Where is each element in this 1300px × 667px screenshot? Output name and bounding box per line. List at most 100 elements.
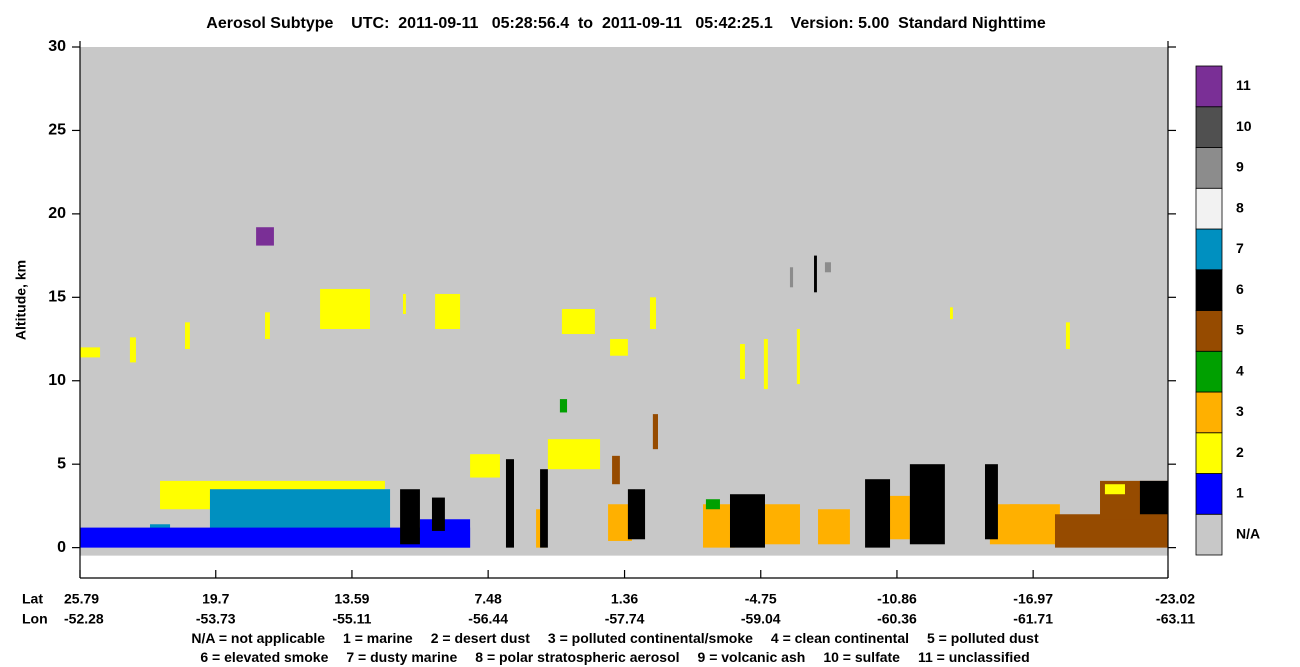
- legend-entry: 10 = sulfate: [823, 649, 900, 665]
- aerosol-layer: [649, 297, 656, 330]
- colorbar-swatch: [1195, 187, 1223, 230]
- lon-label: -53.73: [196, 611, 236, 627]
- aerosol-layer: [80, 527, 471, 548]
- aerosol-layer: [1065, 322, 1070, 350]
- legend-line: 6 = elevated smoke 7 = dusty marine 8 = po…: [200, 649, 1029, 665]
- colorbar-swatch: [1195, 350, 1223, 393]
- aerosol-layer: [419, 519, 471, 548]
- aerosol-layer: [402, 293, 406, 314]
- aerosol-layer: [561, 308, 595, 335]
- aerosol-layer: [400, 489, 420, 545]
- lat-label: 7.48: [475, 591, 502, 607]
- y-tick-label: 15: [48, 289, 66, 306]
- aerosol-layer: [610, 339, 628, 356]
- y-tick-label: 25: [48, 122, 66, 139]
- colorbar-swatch: [1195, 432, 1223, 474]
- aerosol-layer: [818, 509, 850, 545]
- colorbar-swatch: [1195, 269, 1223, 311]
- aerosol-layer: [740, 344, 745, 380]
- y-tick-label: 5: [57, 455, 66, 472]
- lat-label: 13.59: [334, 591, 369, 607]
- colorbar-swatch: [1195, 391, 1223, 434]
- x-row-label: Lat: [22, 591, 43, 607]
- colorbar-label: 1: [1236, 485, 1244, 501]
- aerosol-layer: [789, 267, 794, 288]
- aerosol-layer: [814, 255, 817, 293]
- y-axis-label: Altitude, km: [13, 260, 29, 340]
- colorbar-swatch: [1195, 310, 1223, 352]
- legend-entry: 4 = clean continental: [771, 630, 909, 646]
- legend-entry: 3 = polluted continental/smoke: [548, 630, 753, 646]
- lon-label: -52.28: [64, 611, 104, 627]
- colorbar-swatch: [1195, 228, 1223, 271]
- y-tick-label: 10: [48, 372, 66, 389]
- legend-entry: N/A = not applicable: [191, 630, 325, 646]
- aerosol-layer: [547, 439, 601, 470]
- lon-label: -60.36: [877, 611, 917, 627]
- colorbar-label: 11: [1236, 77, 1251, 93]
- colorbar-label: 7: [1236, 240, 1244, 256]
- colorbar-label: 8: [1236, 199, 1244, 215]
- lon-label: -57.74: [605, 611, 645, 627]
- y-tick-label: 0: [57, 539, 66, 556]
- colorbar-label: 4: [1236, 362, 1244, 378]
- lat-label: 25.79: [64, 591, 99, 607]
- aerosol-layer: [909, 464, 945, 545]
- colorbar-swatch: [1195, 147, 1223, 189]
- legend-entry: 11 = unclassified: [918, 649, 1030, 665]
- aerosol-layer: [80, 347, 101, 358]
- aerosol-layer: [764, 504, 800, 545]
- aerosol-layer: [612, 455, 620, 485]
- colorbar-label: 9: [1236, 159, 1244, 175]
- aerosol-layer: [652, 414, 658, 450]
- colorbar-label: 3: [1236, 403, 1244, 419]
- legend-entry: 5 = polluted dust: [927, 630, 1039, 646]
- lon-label: -55.11: [332, 611, 371, 627]
- lon-label: -61.71: [1013, 611, 1053, 627]
- lon-label: -56.44: [468, 611, 508, 627]
- aerosol-layer: [865, 479, 891, 548]
- aerosol-layer: [505, 459, 514, 548]
- y-tick-label: 20: [48, 205, 66, 222]
- legend-entry: 8 = polar stratospheric aerosol: [475, 649, 679, 665]
- lat-label: -16.97: [1013, 591, 1053, 607]
- lon-label: -63.11: [1156, 611, 1195, 627]
- y-tick-label: 30: [48, 38, 66, 55]
- chart-title: Aerosol Subtype UTC: 2011-09-11 05:28:56…: [206, 15, 1046, 32]
- legend-entry: 6 = elevated smoke: [200, 649, 328, 665]
- aerosol-layer: [265, 312, 270, 340]
- aerosol-layer: [540, 469, 548, 548]
- aerosol-layer: [129, 337, 136, 363]
- aerosol-layer: [320, 288, 370, 330]
- aerosol-layer: [949, 307, 953, 320]
- legend-line: N/A = not applicable 1 = marine 2 = desert…: [191, 630, 1039, 646]
- aerosol-layer: [703, 504, 735, 548]
- aerosol-layer: [729, 494, 765, 548]
- colorbar-label: 5: [1236, 322, 1244, 338]
- aerosol-layer: [763, 339, 768, 390]
- colorbar-label: 2: [1236, 444, 1244, 460]
- colorbar-swatch: [1195, 106, 1223, 148]
- aerosol-layer: [1139, 480, 1168, 515]
- aerosol-layer: [1054, 514, 1168, 548]
- lat-label: -10.86: [877, 591, 917, 607]
- x-row-label: Lon: [22, 611, 48, 627]
- lat-label: -23.02: [1155, 591, 1195, 607]
- lat-label: -4.75: [745, 591, 777, 607]
- legend-entry: 9 = volcanic ash: [698, 649, 806, 665]
- legend-entry: 2 = desert dust: [431, 630, 531, 646]
- colorbar-label: N/A: [1236, 525, 1260, 541]
- aerosol-layer: [824, 262, 831, 273]
- lat-label: 1.36: [611, 591, 638, 607]
- colorbar-label: 6: [1236, 281, 1244, 297]
- aerosol-layer: [705, 499, 720, 510]
- aerosol-layer: [796, 329, 800, 385]
- aerosol-layer: [984, 464, 998, 540]
- aerosol-layer: [608, 504, 632, 541]
- aerosol-layer: [559, 399, 568, 413]
- colorbar-swatch: [1195, 473, 1223, 515]
- aerosol-layer: [470, 454, 500, 478]
- aerosol-layer: [1104, 484, 1125, 495]
- lon-label: -59.04: [741, 611, 781, 627]
